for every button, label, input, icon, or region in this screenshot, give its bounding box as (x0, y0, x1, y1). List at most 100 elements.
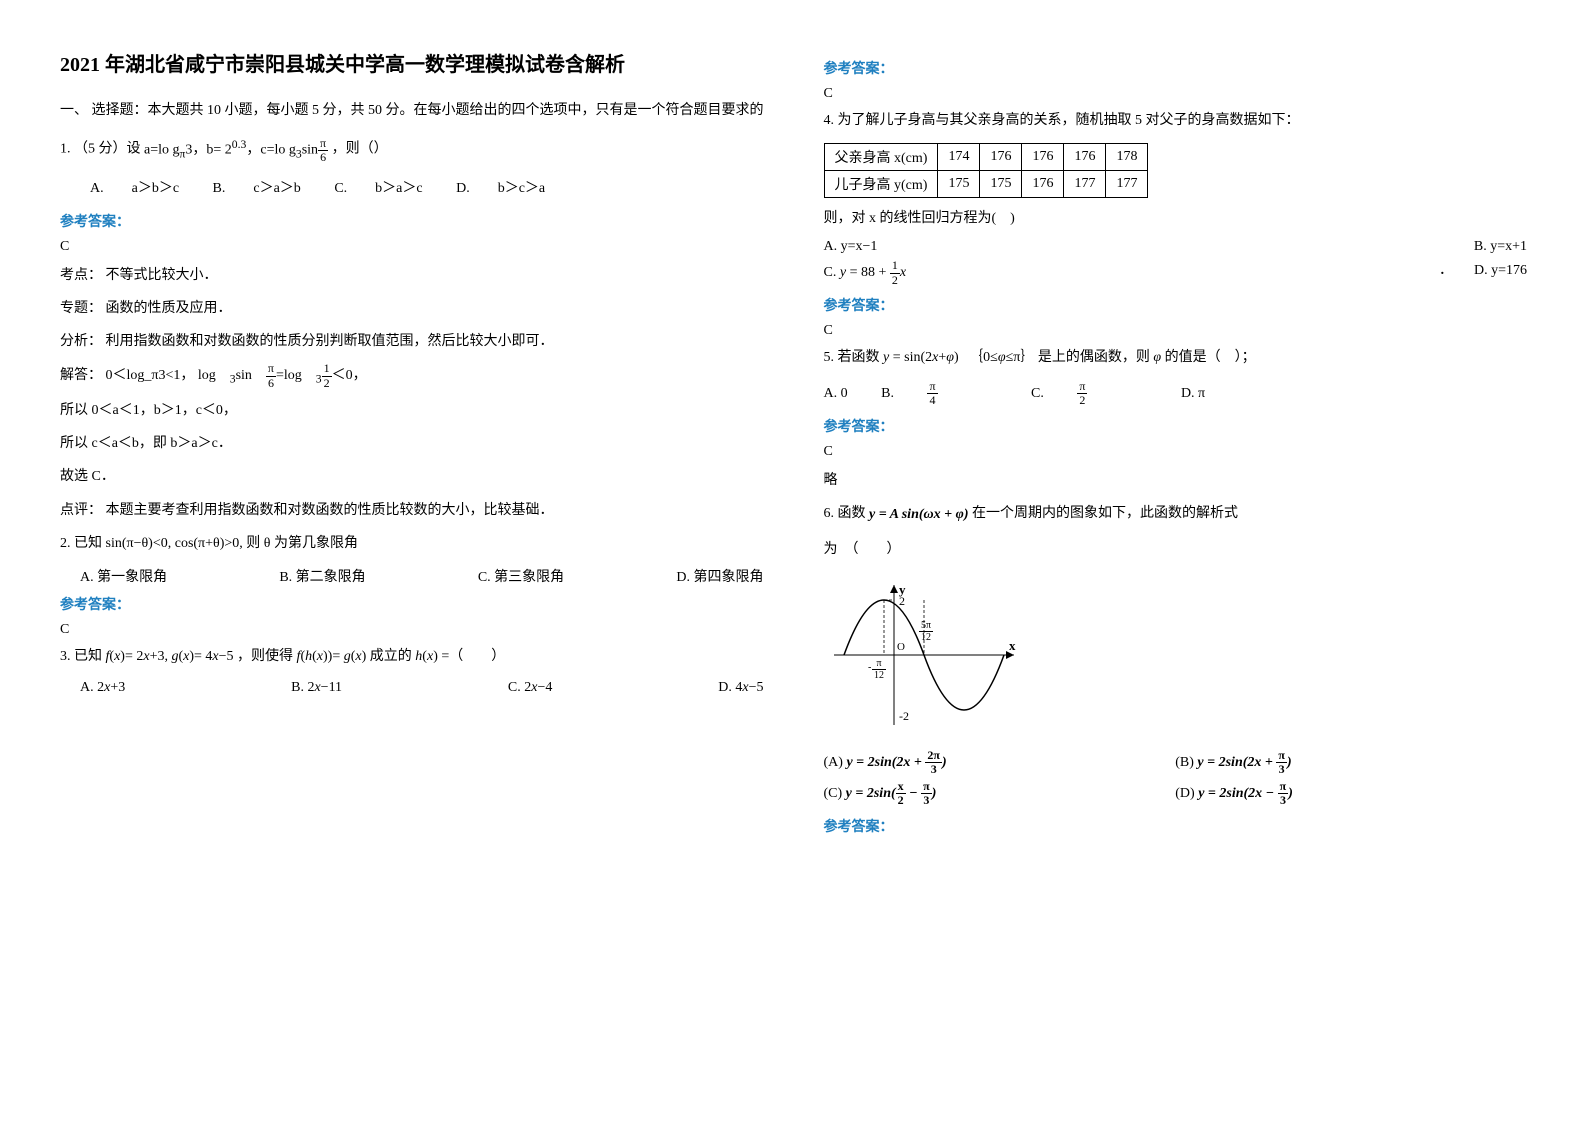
q1-options: A. a＞b＞c B. c＞a＞b C. b＞a＞c D. b＞c＞a (90, 175, 764, 203)
q1-optB: B. c＞a＞b (213, 181, 301, 196)
q3-eq: =（ ） (441, 649, 505, 664)
document-title: 2021 年湖北省咸宁市崇阳县城关中学高一数学理模拟试卷含解析 (60, 50, 764, 80)
q5-lue: 略 (824, 468, 1528, 493)
q5-suffix2: 的值是（ ）； (1165, 350, 1256, 365)
answer-label-6: 参考答案： (824, 816, 1528, 836)
left-column: 2021 年湖北省咸宁市崇阳县城关中学高一数学理模拟试卷含解析 一、 选择题：本… (60, 50, 764, 844)
svg-text:-: - (868, 662, 871, 673)
q6-options-2: (C) y = 2sin(x2 − π3) (D) y = 2sin(2x − … (824, 780, 1528, 807)
answer-label-5: 参考答案： (824, 416, 1528, 436)
q2-optB: B. 第二象限角 (279, 566, 365, 586)
q1-prefix: 1. （5 分）设 (60, 142, 141, 157)
q4-optD: ． D. y=176 (1439, 259, 1527, 286)
q1-fenxi: 分析： 利用指数函数和对数函数的性质分别判断取值范围，然后比较大小即可． (60, 329, 764, 354)
q6-optD: (D) y = 2sin(2x − π3) (1175, 780, 1527, 807)
q6-func: y = A sin(ωx + φ) (869, 502, 968, 527)
answer-label-3: 参考答案： (824, 58, 1528, 78)
q6-optC: (C) y = 2sin(x2 − π3) (824, 780, 1176, 807)
q5-suffix1: 是上的偶函数，则 (1038, 350, 1150, 365)
kaodian-label: 考点： (60, 268, 102, 283)
q1-optD: D. b＞c＞a (456, 181, 545, 196)
q5-phi: φ (1153, 345, 1161, 370)
optD-text: D. y=176 (1474, 263, 1527, 278)
q3-prefix: 3. 已知 (60, 649, 102, 664)
optA-formula: y = 2sin(2x + 2π3) (846, 749, 946, 776)
q3-suffix: 成立的 (370, 649, 412, 664)
table-cell: 175 (938, 171, 980, 198)
q2-answer: C (60, 622, 764, 638)
q6-wei: 为 （ ） (824, 537, 1528, 562)
jieda-label: 解答： (60, 368, 102, 383)
q5-answer: C (824, 444, 1528, 460)
optB-prefix: B. (881, 386, 894, 401)
q1-jieda: 解答： 0＜log_π3<1， log 3sin π6=log 312＜0， (60, 362, 764, 390)
optC-prefix: (C) (824, 786, 843, 801)
q2-options: A. 第一象限角 B. 第二象限角 C. 第三象限角 D. 第四象限角 (80, 566, 764, 586)
question-1: 1. （5 分）设 a=lo gπ3，b= 20.3，c=lo g3sinπ6 … (60, 134, 764, 164)
q2-optC: C. 第三象限角 (478, 566, 564, 586)
table-cell: 177 (1064, 171, 1106, 198)
svg-text:x: x (1009, 638, 1016, 653)
q3-options: A. 2x+3 B. 2x−11 C. 2x−4 D. 4x−5 (80, 680, 764, 696)
table-cell: 176 (1022, 171, 1064, 198)
svg-text:O: O (897, 641, 905, 653)
table-cell: 176 (1022, 144, 1064, 171)
q1-formula: a=lo gπ3，b= 20.3，c=lo g3sinπ6 (144, 134, 328, 164)
q3-middle: ，则使得 (237, 649, 293, 664)
q3-optC: C. 2x−4 (508, 680, 552, 696)
q3-hx: h(x) (415, 644, 438, 669)
table-cell: 176 (980, 144, 1022, 171)
q2-formula: sin(π−θ)<0, cos(π+θ)>0, (106, 531, 243, 556)
optD-prefix: (D) (1175, 786, 1194, 801)
answer-label: 参考答案： (60, 211, 764, 231)
right-column: 参考答案： C 4. 为了解儿子身高与其父亲身高的关系，随机抽取 5 对父子的身… (824, 50, 1528, 844)
q3-optD: D. 4x−5 (718, 680, 763, 696)
dianping-label: 点评： (60, 503, 102, 518)
q4-optB: B. y=x+1 (1474, 239, 1527, 255)
question-2: 2. 已知 sin(π−θ)<0, cos(π+θ)>0, 则 θ 为第几象限角 (60, 531, 764, 556)
q1-dianping: 点评： 本题主要考查利用指数函数和对数函数的性质比较数的大小，比较基础． (60, 498, 764, 523)
optC-formula: y = 2sin(x2 − π3) (846, 780, 937, 807)
q4-table: 父亲身高 x(cm) 174 176 176 176 178 儿子身高 y(cm… (824, 143, 1149, 198)
q1-optA: A. a＞b＞c (90, 181, 179, 196)
optB-formula: y = 2sin(2x + π3) (1197, 749, 1291, 776)
svg-text:y: y (899, 582, 906, 597)
question-3: 3. 已知 f(x)= 2x+3, g(x)= 4x−5 ，则使得 f(h(x)… (60, 644, 764, 669)
optB-prefix: (B) (1175, 755, 1194, 770)
q4-optA: A. y=x−1 (824, 239, 878, 255)
q2-optD: D. 第四象限角 (676, 566, 763, 586)
table-header: 父亲身高 x(cm) (824, 144, 938, 171)
q4-options-1: A. y=x−1 B. y=x+1 (824, 239, 1528, 255)
svg-text:-2: -2 (899, 709, 909, 723)
q2-optA: A. 第一象限角 (80, 566, 167, 586)
fenxi-text: 利用指数函数和对数函数的性质分别判断取值范围，然后比较大小即可． (106, 334, 554, 349)
table-cell: 176 (1064, 144, 1106, 171)
q6-suffix: 在一个周期内的图象如下，此函数的解析式 (972, 506, 1238, 521)
q6-prefix: 6. 函数 (824, 506, 866, 521)
zhuanti-text: 函数的性质及应用． (106, 301, 232, 316)
answer-label-4: 参考答案： (824, 295, 1528, 315)
table-header: 儿子身高 y(cm) (824, 171, 938, 198)
q5-optC: C. π2 (1031, 386, 1147, 401)
q1-kaodian: 考点： 不等式比较大小． (60, 263, 764, 288)
q5-optB: B. π4 (881, 386, 997, 401)
q3-cond: f(h(x))= g(x) (297, 644, 367, 669)
table-cell: 178 (1106, 144, 1148, 171)
optC-formula: y = 88 + 12x (840, 259, 906, 286)
question-5: 5. 若函数 y = sin(2x+φ) ｛0≤φ≤π｝ 是上的偶函数，则 φ … (824, 345, 1528, 370)
jieda-formula: log 3sin π6=log 312 (198, 362, 332, 390)
dianping-text: 本题主要考查利用指数函数和对数函数的性质比较数的大小，比较基础． (106, 503, 554, 518)
q5-func: y = sin(2x+φ) (883, 345, 959, 370)
table-row: 儿子身高 y(cm) 175 175 176 177 177 (824, 171, 1148, 198)
table-row: 父亲身高 x(cm) 174 176 176 176 178 (824, 144, 1148, 171)
q6-graph: 2 -2 O y x - π12 5π12 (824, 580, 1024, 730)
q5-optD: D. π (1181, 386, 1205, 401)
optD-formula: y = 2sin(2x − π3) (1198, 780, 1293, 807)
optC-prefix: C. (1031, 386, 1044, 401)
q6-optA: (A) y = 2sin(2x + 2π3) (824, 749, 1176, 776)
jieda-p2: 所以 0＜a＜1，b＞1，c＜0， (60, 398, 764, 423)
q1-suffix: ，则（） (332, 142, 388, 157)
q5-prefix: 5. 若函数 (824, 350, 880, 365)
q2-prefix: 2. 已知 (60, 536, 102, 551)
optC-prefix: C. (824, 265, 837, 280)
